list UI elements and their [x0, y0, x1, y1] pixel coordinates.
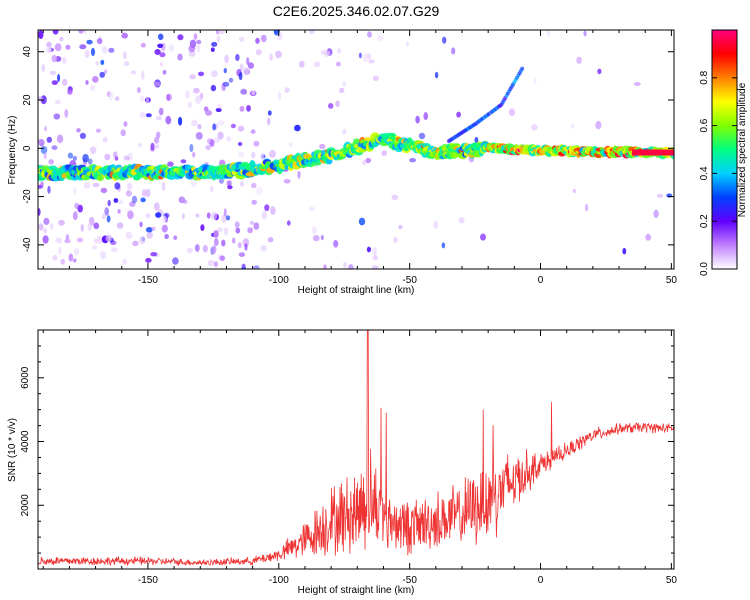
snr-y-label: SNR (10 * v/v): [7, 418, 18, 482]
snr-y-tick-label: 6000: [20, 366, 31, 389]
spectrogram-y-tick-label: 0: [22, 145, 33, 151]
colorbar-tick-label: 0.8: [699, 70, 710, 84]
snr-x-tick-label: -150: [138, 575, 158, 586]
figure-title: C2E6.2025.346.02.07.G29: [273, 3, 440, 19]
spectrogram-y-tick-label: 20: [22, 94, 33, 106]
snr-x-tick-label: 50: [666, 575, 678, 586]
spectrogram-x-tick-label: 50: [666, 275, 678, 286]
colorbar-tick-label: 0.2: [699, 214, 710, 228]
colorbar-gradient: [711, 29, 738, 270]
spectrogram-image: [38, 30, 674, 269]
snr-panel: -150 -100 -50 0 50 2000 4000 6000 Height of st…: [7, 329, 678, 596]
snr-x-ticks: -150 -100 -50 0 50: [42, 330, 678, 586]
snr-x-tick-label: 0: [538, 575, 544, 586]
spectrogram-x-label: Height of straight line (km): [298, 285, 415, 296]
snr-y-ticks: 2000 4000 6000: [20, 345, 674, 554]
spectrogram-x-ticks: -150 -100 -50 0 50: [42, 30, 678, 286]
snr-frame: [37, 329, 675, 570]
snr-x-tick-label: -100: [269, 575, 289, 586]
spectrogram-x-tick-label: 0: [538, 275, 544, 286]
spectrogram-x-tick-label: -50: [402, 275, 417, 286]
colorbar-tick-label: 0.0: [699, 262, 710, 276]
spectrogram-y-ticks: -40 -20 0 20 40: [22, 46, 674, 252]
colorbar-ticks: 0.0 0.2 0.4 0.6 0.8: [699, 70, 737, 276]
colorbar-label: Normalized spectral amplitude: [737, 82, 748, 217]
snr-series-line: [38, 330, 674, 567]
spectrogram-y-tick-label: -40: [22, 237, 33, 252]
spectrogram-y-tick-label: -20: [22, 189, 33, 204]
spectrogram-y-label: Frequency (Hz): [7, 116, 18, 185]
colorbar: 0.0 0.2 0.4 0.6 0.8 Normalized spectral ampl…: [699, 29, 748, 276]
colorbar-tick-label: 0.6: [699, 118, 710, 132]
colorbar-tick-label: 0.4: [699, 166, 710, 180]
spectrogram-y-tick-label: 40: [22, 46, 33, 58]
spectrogram-frame: [37, 29, 675, 270]
snr-y-tick-label: 2000: [20, 494, 31, 517]
snr-y-tick-label: 4000: [20, 430, 31, 453]
snr-x-label: Height of straight line (km): [298, 585, 415, 596]
spectrogram-x-tick-label: -100: [269, 275, 289, 286]
spectrogram-panel: -150 -100 -50 0 50 -40 -20 0 20 40 Height of str…: [7, 29, 678, 296]
spectrogram-x-tick-label: -150: [138, 275, 158, 286]
snr-x-tick-label: -50: [402, 575, 417, 586]
